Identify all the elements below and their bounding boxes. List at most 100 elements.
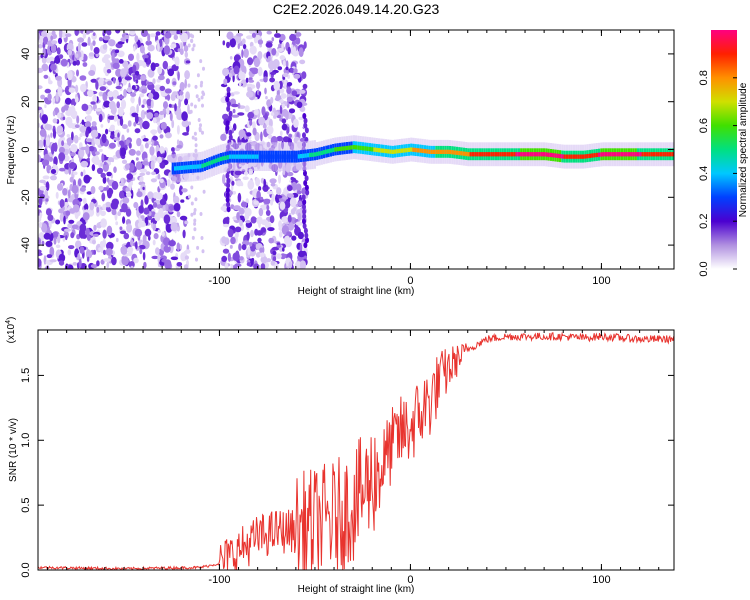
ridge-core [671,152,674,157]
noise-blob [294,261,302,269]
noise-blob [132,73,136,83]
noise-blob [143,261,147,269]
noise-blob [295,37,301,45]
noise-blob [136,52,140,62]
noise-blob [147,191,154,200]
colorbar: 0.0 0.2 0.4 0.6 0.8 Normalized spectral ampl… [698,30,749,277]
noise-blob [155,31,161,36]
noise-blob [132,64,137,73]
noise-blob [281,41,284,51]
noise-blob [226,31,234,40]
noise-blob [185,60,191,64]
noise-blob [265,42,273,48]
noise-blob [142,120,150,130]
noise-blob [249,45,257,55]
noise-blob [84,121,92,129]
noise-blob [173,202,181,212]
noise-blob [139,172,146,176]
noise-blob [200,95,204,100]
noise-blob [62,144,70,149]
streak-blob [225,172,230,179]
noise-blob [257,237,262,243]
noise-blob [194,197,198,202]
ridge-core [368,146,371,152]
noise-blob [152,239,156,246]
noise-blob [159,134,164,139]
ridge-core [412,147,415,152]
y-tick-label: -20 [20,189,32,205]
noise-blob [196,245,200,250]
noise-blob [65,210,71,216]
noise-blob [139,45,145,54]
noise-blob [160,121,167,130]
noise-blob [67,70,73,81]
noise-blob [59,213,64,222]
ridge-core [620,152,624,157]
noise-blob [77,37,85,43]
noise-blob [234,226,242,233]
noise-blob [287,222,295,231]
noise-blob [248,168,253,176]
noise-blob [226,41,230,49]
noise-blob [238,129,246,138]
noise-blob [110,124,115,130]
noise-blob [106,177,110,183]
ridge-core [471,152,475,157]
ridge-core [364,146,367,151]
noise-blob [232,190,237,195]
noise-blob [279,231,283,238]
streak-blob [304,232,309,239]
noise-blob [124,66,129,73]
ridge-core [474,152,477,157]
noise-blob [199,212,203,216]
noise-blob [299,242,303,253]
noise-blob [286,86,292,95]
noise-blob [179,48,184,55]
ridge-core [284,154,287,159]
ridge-core [462,151,465,156]
noise-blob [157,173,161,180]
noise-blob [246,35,254,40]
noise-blob [80,160,89,168]
noise-blob [107,157,115,163]
ridge-core [648,152,651,157]
noise-blob [79,125,87,133]
noise-blob [152,91,160,100]
noise-blob [133,45,136,52]
x-tick-label: 100 [592,574,610,586]
ridge-core [251,154,255,159]
noise-blob [121,134,125,143]
noise-blob [242,176,249,180]
noise-blob [41,63,49,72]
noise-blob [94,108,102,112]
noise-blob [157,156,162,164]
noise-blob [124,34,130,40]
ridge-core [458,150,461,156]
noise-blob [96,260,100,267]
ridge-core [279,154,282,159]
noise-blob [102,162,110,172]
ridge-core [394,149,397,154]
noise-blob [138,205,144,214]
noise-blob [246,231,250,241]
noise-blob [259,252,265,258]
snr-frame [37,329,675,571]
noise-blob [47,214,54,221]
noise-blob [142,160,149,166]
colorbar-tick-label: 0.8 [698,70,710,85]
noise-blob [258,116,266,126]
noise-blob [143,207,150,215]
noise-blob [158,75,165,81]
noise-blob [118,59,124,64]
noise-blob [56,47,61,55]
noise-blob [96,167,104,174]
noise-blob [293,118,299,128]
noise-blob [77,253,81,261]
noise-blob [133,122,137,127]
noise-blob [163,214,171,224]
noise-blob [100,218,107,228]
noise-blob [52,110,56,117]
ridge-core [547,152,550,157]
noise-blob [47,93,52,101]
noise-blob [116,79,119,88]
